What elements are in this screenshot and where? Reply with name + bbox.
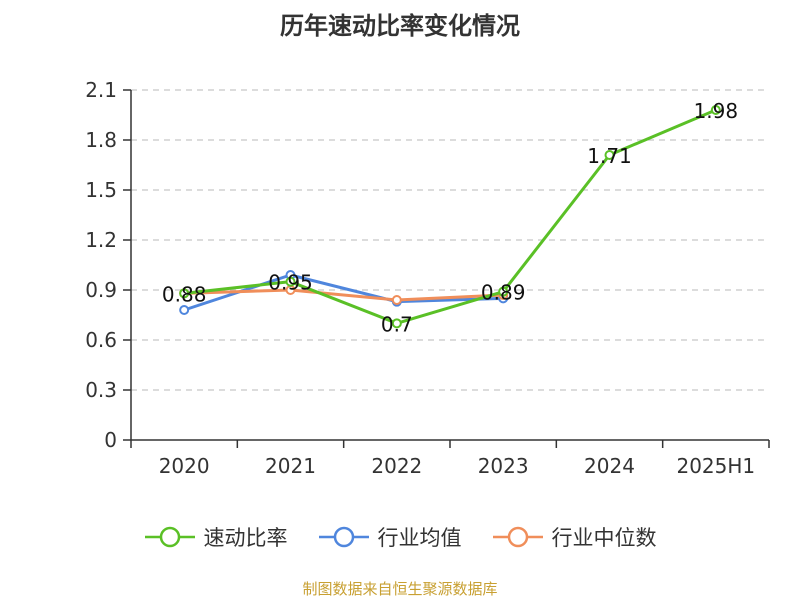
gridlines bbox=[131, 89, 769, 391]
data-label: 0.95 bbox=[268, 271, 313, 295]
legend-item-industry-median[interactable]: 行业中位数 bbox=[492, 522, 657, 552]
data-point[interactable] bbox=[179, 288, 190, 299]
x-tick-label: 2022 bbox=[371, 454, 422, 478]
x-axis: 2020 2021 2022 2023 2024 2025H1 bbox=[130, 439, 770, 478]
data-label: 0.89 bbox=[481, 281, 526, 305]
legend-item-quick-ratio[interactable]: 速动比率 bbox=[144, 522, 288, 552]
x-tick-label: 2025H1 bbox=[676, 454, 755, 478]
y-tick-label: 0.3 bbox=[85, 378, 117, 402]
y-tick-label: 1.5 bbox=[85, 178, 117, 202]
data-point[interactable] bbox=[604, 150, 615, 160]
legend: 速动比率 行业均值 行业中位数 bbox=[0, 520, 800, 554]
y-tick-label: 1.8 bbox=[85, 128, 117, 152]
x-tick-label: 2020 bbox=[159, 454, 210, 478]
legend-line-circle-icon bbox=[144, 526, 195, 548]
y-axis: 0 0.3 0.6 0.9 1.2 1.5 1.8 2.1 bbox=[85, 78, 132, 452]
y-tick-label: 0 bbox=[104, 428, 117, 452]
x-tick-label: 2024 bbox=[584, 454, 635, 478]
series-line-2 bbox=[184, 288, 504, 302]
x-tick-label: 2021 bbox=[265, 454, 316, 478]
data-label: 1.71 bbox=[587, 144, 632, 168]
legend-label: 速动比率 bbox=[203, 526, 288, 550]
data-point[interactable] bbox=[179, 305, 190, 315]
legend-label: 行业中位数 bbox=[551, 526, 657, 550]
data-point[interactable] bbox=[285, 276, 296, 287]
data-label: 1.98 bbox=[694, 99, 739, 123]
series-line-0 bbox=[184, 108, 717, 325]
series-lines bbox=[179, 105, 721, 329]
legend-item-industry-mean[interactable]: 行业均值 bbox=[318, 522, 462, 552]
legend-label: 行业均值 bbox=[377, 526, 462, 550]
data-point[interactable] bbox=[498, 286, 509, 297]
y-tick-label: 0.9 bbox=[85, 278, 117, 302]
chart-title: 历年速动比率变化情况 bbox=[280, 12, 520, 40]
data-source-note: 制图数据来自恒生聚源数据库 bbox=[302, 580, 498, 598]
data-label: 0.88 bbox=[162, 282, 207, 306]
x-tick-label: 2023 bbox=[478, 454, 529, 478]
y-tick-label: 2.1 bbox=[85, 78, 117, 102]
y-tick-label: 1.2 bbox=[85, 228, 117, 252]
legend-line-circle-icon bbox=[318, 526, 369, 548]
data-label: 0.7 bbox=[381, 312, 413, 336]
data-point[interactable] bbox=[391, 318, 402, 329]
y-tick-label: 0.6 bbox=[85, 328, 117, 352]
data-labels: 0.88 0.95 0.7 0.89 1.71 1.98 bbox=[162, 99, 738, 336]
data-point[interactable] bbox=[391, 295, 402, 305]
data-point[interactable] bbox=[710, 105, 721, 115]
legend-line-circle-icon bbox=[492, 526, 543, 548]
